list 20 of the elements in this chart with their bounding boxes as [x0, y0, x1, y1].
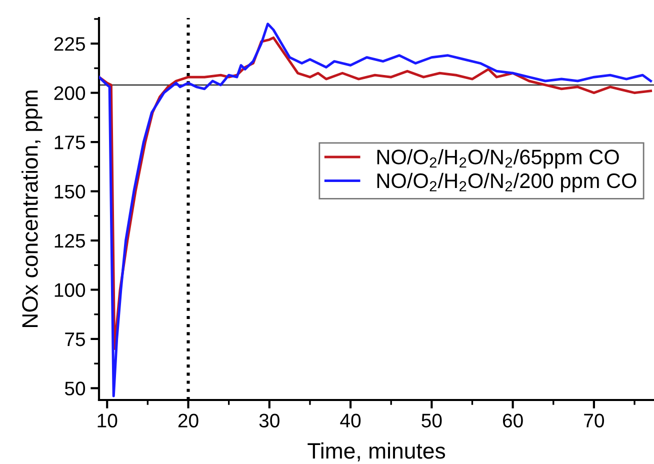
- y-tick-label: 175: [54, 136, 85, 150]
- x-axis-title: Time, minutes: [308, 442, 446, 462]
- x-tick-label: 70: [584, 414, 604, 428]
- legend-label: NO/O$_{2}$/H$_{2}$O/N$_{2}$/200 ppm CO: [377, 172, 636, 192]
- y-tick-label: 125: [54, 234, 85, 248]
- y-axis-title: NOx concentration, ppm: [22, 90, 42, 327]
- x-tick-label: 50: [422, 414, 442, 428]
- legend-label: NO/O$_{2}$/H$_{2}$O/N$_{2}$/65ppm CO: [377, 149, 619, 169]
- x-tick-label: 10: [98, 414, 118, 428]
- x-tick-label: 60: [502, 414, 523, 428]
- y-tick-label: 200: [54, 86, 86, 100]
- y-tick-label: 150: [54, 184, 86, 199]
- x-tick-label: 20: [178, 414, 198, 428]
- y-tick-label: 225: [54, 37, 85, 51]
- y-tick-label: 75: [65, 332, 85, 346]
- y-tick-label: 100: [54, 283, 86, 297]
- line-series: [99, 22, 652, 398]
- x-tick-label: 40: [340, 414, 361, 428]
- y-tick-label: 50: [64, 382, 86, 396]
- x-tick-label: 30: [259, 414, 280, 428]
